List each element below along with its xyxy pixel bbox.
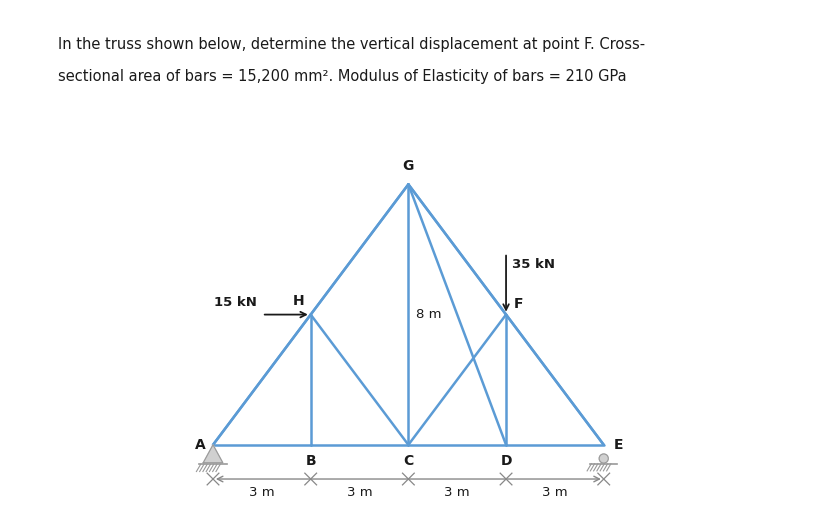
Text: 3 m: 3 m xyxy=(542,486,567,499)
Text: 3 m: 3 m xyxy=(347,486,372,499)
Text: H: H xyxy=(292,294,304,308)
Text: G: G xyxy=(402,160,414,173)
Circle shape xyxy=(599,454,608,463)
Polygon shape xyxy=(203,445,222,463)
Text: 35 kN: 35 kN xyxy=(511,258,554,271)
Text: B: B xyxy=(305,454,316,468)
Text: 3 m: 3 m xyxy=(249,486,275,499)
Text: sectional area of bars = 15,200 mm². Modulus of Elasticity of bars = 210 GPa: sectional area of bars = 15,200 mm². Mod… xyxy=(58,69,626,83)
Text: In the truss shown below, determine the vertical displacement at point F. Cross-: In the truss shown below, determine the … xyxy=(58,37,644,52)
Text: 3 m: 3 m xyxy=(444,486,470,499)
Text: F: F xyxy=(513,297,523,311)
Text: C: C xyxy=(403,454,413,468)
Text: D: D xyxy=(500,454,511,468)
Text: A: A xyxy=(194,438,205,452)
Text: 8 m: 8 m xyxy=(415,308,441,321)
Text: 15 kN: 15 kN xyxy=(214,296,256,309)
Text: E: E xyxy=(613,438,623,452)
